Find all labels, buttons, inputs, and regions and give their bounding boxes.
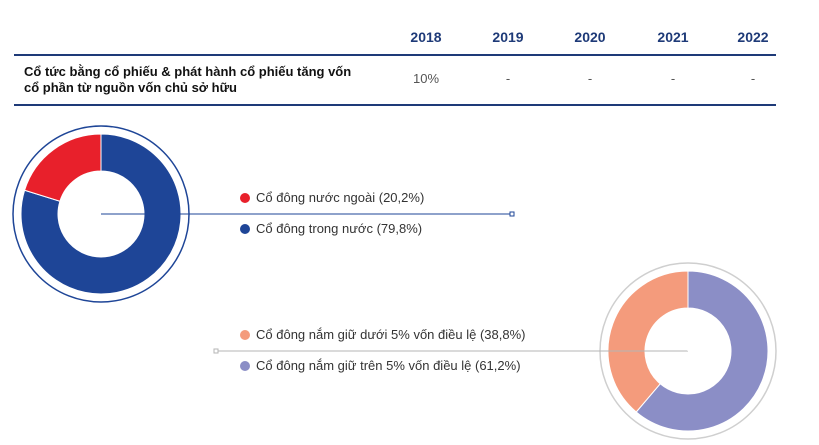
year-header: 2022 bbox=[737, 29, 769, 45]
table-cell: - bbox=[587, 71, 593, 86]
legend-item-domestic: Cổ đông trong nước (79,8%) bbox=[240, 221, 422, 236]
leader-line-end-marker bbox=[213, 348, 219, 354]
legend-swatch bbox=[240, 329, 250, 340]
legend-label: Cổ đông nắm giữ trên 5% vốn điều lệ (61,… bbox=[256, 358, 521, 373]
year-header: 2020 bbox=[574, 29, 606, 45]
year-header: 2018 bbox=[410, 29, 442, 45]
legend-label: Cổ đông nắm giữ dưới 5% vốn điều lệ (38,… bbox=[256, 327, 526, 342]
legend-swatch bbox=[240, 192, 250, 203]
donut-chart-stake-size bbox=[213, 262, 777, 440]
legend-swatch bbox=[240, 360, 250, 371]
legend-item-under-5pct: Cổ đông nắm giữ dưới 5% vốn điều lệ (38,… bbox=[240, 327, 525, 342]
leader-line-end-marker bbox=[509, 211, 515, 217]
year-header: 2019 bbox=[492, 29, 524, 45]
table-row: Cổ tức bằng cổ phiếu & phát hành cổ phiế… bbox=[14, 56, 776, 106]
legend-label: Cổ đông nước ngoài (20,2%) bbox=[256, 190, 425, 205]
table-cell: - bbox=[750, 71, 756, 86]
dividend-table: 2018 2019 2020 2021 2022 Cổ tức bằng cổ … bbox=[14, 22, 776, 106]
donut-chart-ownership bbox=[12, 125, 515, 303]
year-header: 2021 bbox=[657, 29, 689, 45]
legend-item-over-5pct: Cổ đông nắm giữ trên 5% vốn điều lệ (61,… bbox=[240, 358, 521, 373]
legend-label: Cổ đông trong nước (79,8%) bbox=[256, 221, 423, 236]
donut-slice bbox=[23, 133, 102, 202]
table-cell: 10% bbox=[412, 71, 440, 86]
table-cell: - bbox=[670, 71, 676, 86]
legend-item-foreign: Cổ đông nước ngoài (20,2%) bbox=[240, 190, 424, 205]
legend-swatch bbox=[240, 223, 250, 234]
table-cell: - bbox=[505, 71, 511, 86]
row-label: Cổ tức bằng cổ phiếu & phát hành cổ phiế… bbox=[24, 64, 352, 95]
table-header-row: 2018 2019 2020 2021 2022 bbox=[14, 22, 776, 56]
